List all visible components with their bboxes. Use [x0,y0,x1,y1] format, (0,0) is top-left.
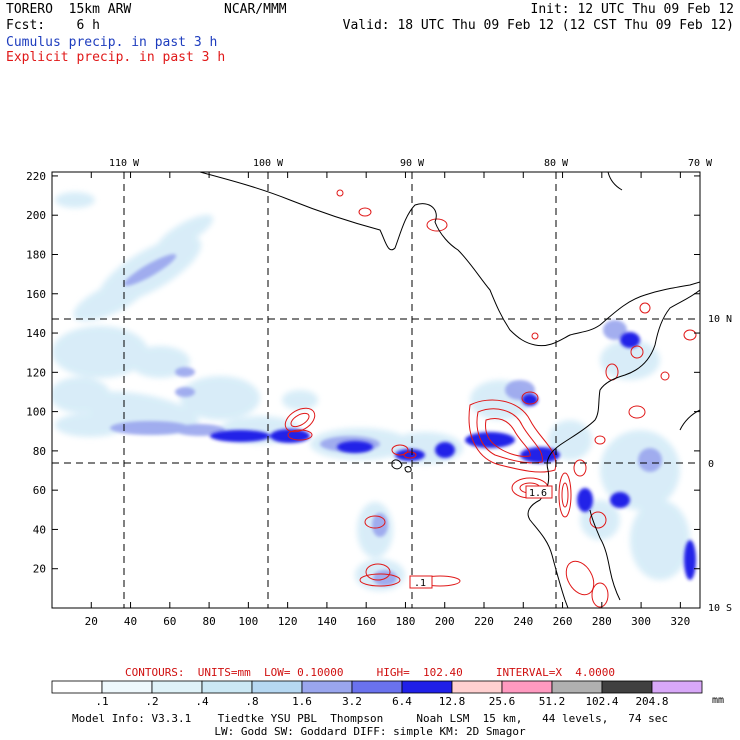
colorbar-label: 6.4 [392,695,412,708]
colorbar-swatch [151,680,203,694]
colorbar-unit: mm [712,695,724,706]
y-tick-label: 220 [26,170,46,183]
y-tick-label: 140 [26,327,46,340]
latitude-labels: 10 N 0 10 S [708,314,732,614]
x-tick-label: 120 [278,615,298,628]
colorbar-label: 25.6 [489,695,516,708]
x-tick-label: 320 [670,615,690,628]
x-tick-label: 200 [435,615,455,628]
colorbar-swatch [51,680,103,694]
lon-label: 100 W [253,158,284,169]
x-tick-label: 40 [124,615,137,628]
colorbar-swatch [251,680,303,694]
y-tick-label: 20 [33,563,46,576]
y-axis-ticks: 20 40 60 80 100 120 140 160 180 200 220 [26,170,700,576]
contour-label-box [409,575,433,589]
y-tick-label: 120 [26,366,46,379]
org-label: NCAR/MMM [224,2,287,17]
lat-lon-grid [52,172,700,608]
x-tick-label: 160 [356,615,376,628]
y-tick-label: 60 [33,484,46,497]
colorbar-label: .1 [95,695,108,708]
model-title: TORERO 15km ARW [6,2,132,17]
colorbar-label: 102.4 [585,695,618,708]
lat-label: 10 N [708,314,732,325]
colorbar-swatch [301,680,353,694]
y-tick-label: 80 [33,445,46,458]
colorbar-label: 51.2 [539,695,566,708]
colorbar-label: .4 [195,695,209,708]
cumulus-light-area [52,192,690,591]
colorbar-swatch [351,680,403,694]
colorbar-swatch [601,680,653,694]
x-tick-label: 60 [163,615,176,628]
y-tick-label: 160 [26,288,46,301]
colorbar-label: .2 [145,695,158,708]
colorbar-swatch [651,680,703,694]
colorbar: .1 .2 .4 .8 1.6 3.2 6.4 12.8 25.6 51.2 102.4 204.8 m… [51,680,724,708]
x-tick-label: 260 [553,615,573,628]
colorbar-swatch [401,680,453,694]
colorbar-label: 1.6 [292,695,312,708]
colorbar-label: 204.8 [635,695,668,708]
cumulus-legend: Cumulus precip. in past 3 h [6,35,218,50]
physics-info: LW: Godd SW: Goddard DIFF: simple KM: 2D… [214,725,526,738]
map-frame [51,171,701,609]
longitude-labels: 110 W 100 W 90 W 80 W 70 W [109,158,713,169]
lat-label: 0 [708,459,714,470]
forecast-hour: Fcst: 6 h [6,18,100,33]
lon-label: 90 W [400,158,425,169]
contour-label-box [525,485,553,499]
y-tick-label: 100 [26,406,46,419]
colorbar-swatch [451,680,503,694]
x-tick-label: 20 [85,615,98,628]
contour-label-16: 1.6 [529,488,547,499]
x-tick-label: 180 [396,615,416,628]
x-tick-label: 240 [513,615,533,628]
x-tick-label: 140 [317,615,337,628]
coastlines [199,172,700,608]
y-tick-label: 40 [33,523,46,536]
lon-label: 110 W [109,158,140,169]
colorbar-label: 3.2 [342,695,362,708]
colorbar-swatch [201,680,253,694]
y-tick-label: 200 [26,209,46,222]
x-axis-ticks: 20 40 60 80 100 120 140 160 180 200 220 240 260 280 30… [85,172,690,628]
x-tick-label: 80 [202,615,215,628]
x-tick-label: 280 [592,615,612,628]
contour-label-01: .1 [414,578,426,589]
valid-time: Valid: 18 UTC Thu 09 Feb 12 (12 CST Thu … [342,18,734,33]
init-time: Init: 12 UTC Thu 09 Feb 12 [530,2,735,17]
colorbar-label: 12.8 [439,695,466,708]
y-tick-label: 180 [26,248,46,261]
colorbar-swatch [551,680,603,694]
x-tick-label: 220 [474,615,494,628]
x-tick-label: 100 [238,615,258,628]
model-info: Model Info: V3.3.1 Tiedtke YSU PBL Thomp… [71,712,669,725]
lon-label: 70 W [688,158,713,169]
colorbar-swatch [101,680,153,694]
x-tick-label: 300 [631,615,651,628]
colorbar-label: .8 [245,695,258,708]
lat-label: 10 S [708,603,732,614]
explicit-legend: Explicit precip. in past 3 h [6,50,226,65]
contours-info: CONTOURS: UNITS=mm LOW= 0.10000 HIGH= 10… [124,666,616,679]
lon-label: 80 W [544,158,569,169]
colorbar-swatch [501,680,553,694]
explicit-contours [284,189,697,608]
